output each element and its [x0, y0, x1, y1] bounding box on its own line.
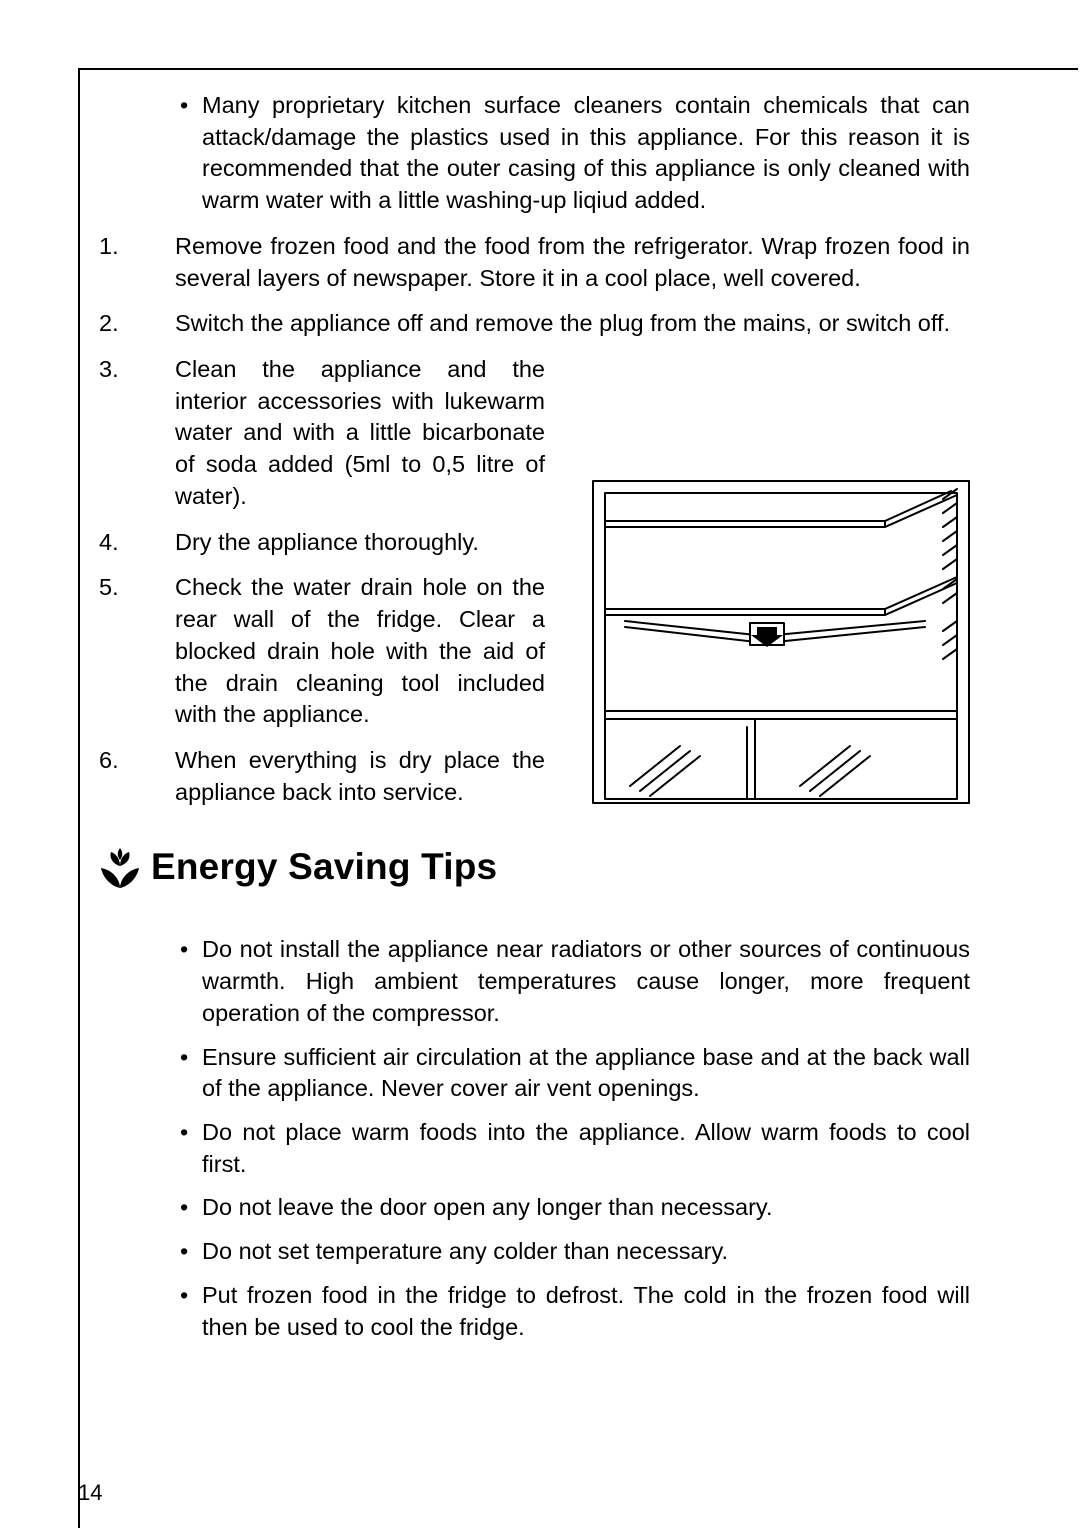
step-text: Check the water drain hole on the rear w… — [175, 572, 545, 731]
section-heading: Energy Saving Tips — [95, 842, 995, 892]
tip-item: •Do not leave the door open any longer t… — [180, 1192, 970, 1224]
bullet-dot: • — [180, 1280, 202, 1343]
intro-text: Many proprietary kitchen surface cleaner… — [202, 90, 970, 217]
tip-text: Do not set temperature any colder than n… — [202, 1236, 970, 1268]
step-number: 6. — [95, 745, 175, 808]
bullet-dot: • — [180, 1117, 202, 1180]
step-text: Clean the appliance and the interior acc… — [175, 354, 545, 513]
bullet-dot: • — [180, 1042, 202, 1105]
tip-item: •Do not install the appliance near radia… — [180, 934, 970, 1029]
step-text: Remove frozen food and the food from the… — [175, 231, 970, 294]
step-text: Dry the appliance thoroughly. — [175, 527, 545, 559]
step-text: When everything is dry place the applian… — [175, 745, 545, 808]
fridge-interior-diagram — [585, 471, 980, 806]
numbered-steps: 1.Remove frozen food and the food from t… — [95, 231, 995, 809]
step-number: 4. — [95, 527, 175, 559]
step-row: 1.Remove frozen food and the food from t… — [95, 231, 995, 294]
step-number: 1. — [95, 231, 175, 294]
tip-item: •Put frozen food in the fridge to defros… — [180, 1280, 970, 1343]
step-number: 2. — [95, 308, 175, 340]
page-number: 14 — [78, 1480, 102, 1506]
bullet-dot: • — [180, 934, 202, 1029]
bullet-dot: • — [180, 1192, 202, 1224]
tip-item: •Ensure sufficient air circulation at th… — [180, 1042, 970, 1105]
tip-text: Do not leave the door open any longer th… — [202, 1192, 970, 1224]
intro-bullet: • Many proprietary kitchen surface clean… — [180, 90, 970, 217]
step-number: 3. — [95, 354, 175, 513]
heading-text: Energy Saving Tips — [151, 846, 497, 888]
bullet-dot: • — [180, 90, 202, 217]
tips-list: •Do not install the appliance near radia… — [180, 934, 970, 1343]
step-row: 2.Switch the appliance off and remove th… — [95, 308, 995, 340]
step-text: Switch the appliance off and remove the … — [175, 308, 970, 340]
tip-item: •Do not set temperature any colder than … — [180, 1236, 970, 1268]
tip-text: Put frozen food in the fridge to defrost… — [202, 1280, 970, 1343]
tip-text: Ensure sufficient air circulation at the… — [202, 1042, 970, 1105]
tip-text: Do not install the appliance near radiat… — [202, 934, 970, 1029]
bullet-dot: • — [180, 1236, 202, 1268]
tip-item: •Do not place warm foods into the applia… — [180, 1117, 970, 1180]
page-content: • Many proprietary kitchen surface clean… — [95, 90, 995, 1355]
flower-icon — [95, 842, 145, 892]
tip-text: Do not place warm foods into the applian… — [202, 1117, 970, 1180]
step-number: 5. — [95, 572, 175, 731]
